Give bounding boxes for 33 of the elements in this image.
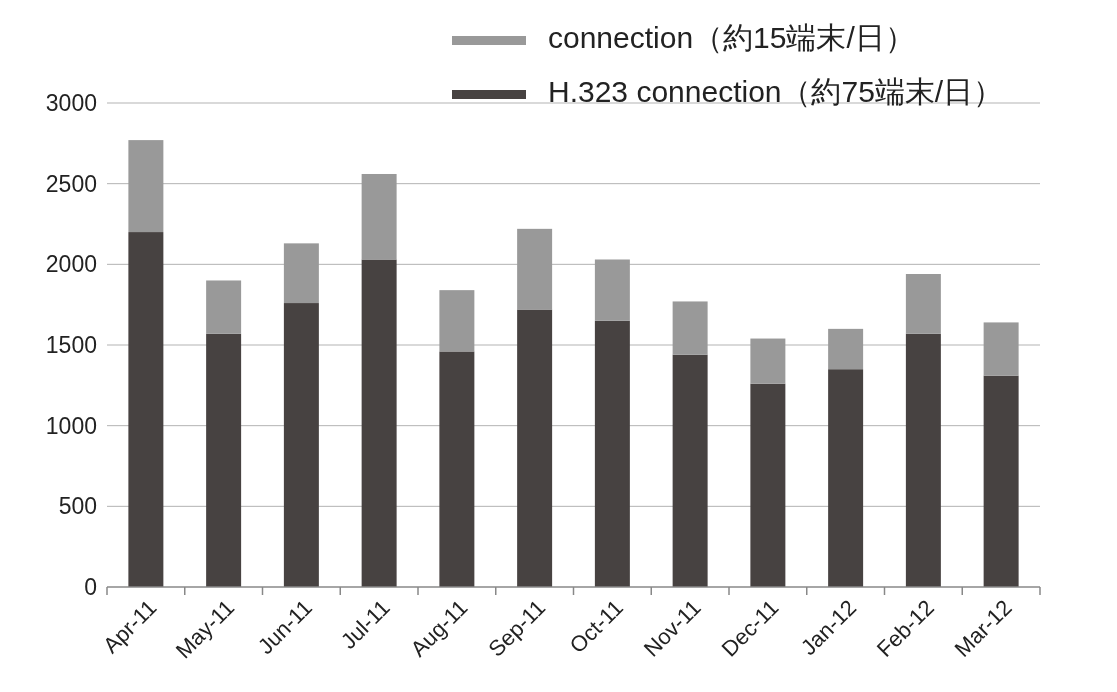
bar xyxy=(828,369,864,587)
bar xyxy=(439,290,475,352)
y-tick-label: 2000 xyxy=(45,251,97,278)
bar xyxy=(594,259,630,321)
bar xyxy=(128,232,164,587)
bar xyxy=(905,333,941,587)
y-tick-label: 2500 xyxy=(45,170,97,197)
bar xyxy=(750,383,786,587)
bar xyxy=(439,351,475,587)
legend-label: connection（約15端末/日） xyxy=(548,21,915,54)
bar xyxy=(905,274,941,334)
bar xyxy=(672,354,708,587)
bar xyxy=(361,173,397,260)
bar xyxy=(517,228,553,310)
bar xyxy=(283,303,319,587)
y-tick-label: 1000 xyxy=(45,412,97,439)
bar xyxy=(206,280,242,334)
y-tick-label: 0 xyxy=(84,574,97,600)
y-tick-label: 1500 xyxy=(45,332,97,358)
bar xyxy=(594,320,630,587)
y-tick-label: 500 xyxy=(58,493,97,520)
bar xyxy=(983,375,1019,587)
bar xyxy=(361,259,397,587)
bar xyxy=(128,140,164,233)
bar xyxy=(672,301,708,355)
bar xyxy=(750,338,786,384)
bar xyxy=(283,243,319,304)
bar xyxy=(983,322,1019,376)
bar xyxy=(517,309,553,587)
bar xyxy=(828,328,864,370)
legend-label: H.323 connection（約75端末/日） xyxy=(548,75,1004,108)
bar xyxy=(206,333,242,587)
y-tick-label: 3000 xyxy=(45,90,97,116)
